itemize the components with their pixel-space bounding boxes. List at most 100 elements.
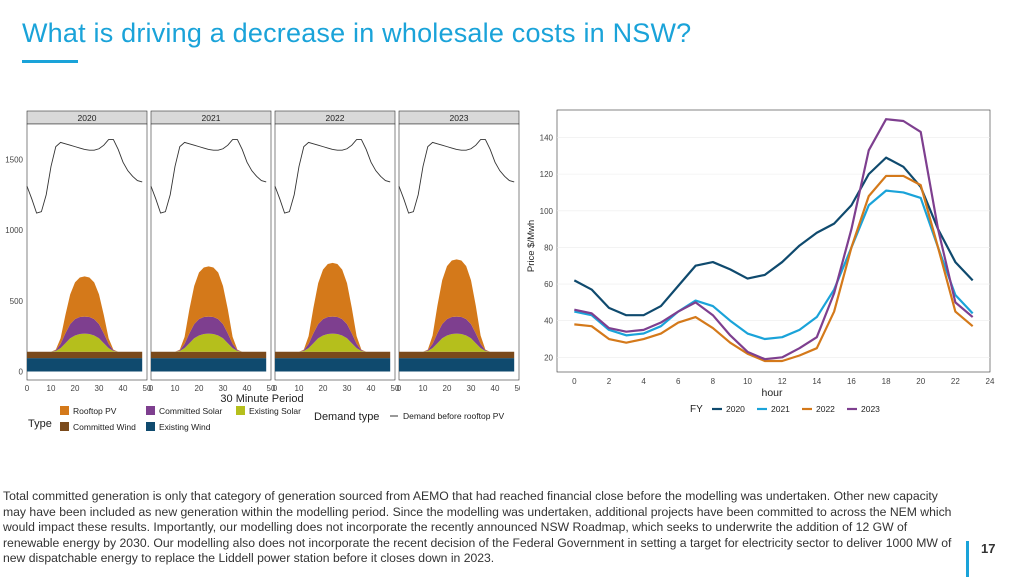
line-x-tick-label: 0: [572, 377, 577, 386]
line-x-tick-label: 14: [812, 377, 821, 386]
facet-x-tick-label: 30: [95, 384, 104, 393]
line-x-tick-label: 4: [641, 377, 646, 386]
facet-x-axis-label: 30 Minute Period: [220, 393, 303, 405]
legend-swatch: [60, 406, 69, 415]
area-existing-wind: [275, 358, 391, 372]
line-legend-label: 2020: [726, 404, 745, 414]
area-existing-solar: [275, 333, 391, 352]
facet-x-tick-label: 40: [367, 384, 376, 393]
legend-label: Rooftop PV: [73, 406, 117, 416]
series-line-2023: [574, 118, 974, 361]
line-y-tick-label: 140: [540, 133, 554, 142]
area-committed-wind: [151, 351, 267, 359]
facet-x-tick-label: 10: [47, 384, 56, 393]
area-rooftop-pv: [275, 262, 391, 352]
facet-strip-label: 2020: [78, 113, 97, 123]
facet-x-tick-label: 0: [149, 384, 154, 393]
facet-x-tick-label: 0: [273, 384, 278, 393]
demand-line: [150, 139, 267, 214]
facet-x-tick-label: 50: [515, 384, 520, 393]
legend-label: Existing Solar: [249, 406, 301, 416]
facet-x-tick-label: 10: [295, 384, 304, 393]
line-x-tick-label: 10: [743, 377, 752, 386]
line-y-tick-label: 60: [544, 280, 553, 289]
line-legend-label: 2022: [816, 404, 835, 414]
line-x-tick-label: 12: [778, 377, 787, 386]
legend-swatch: [146, 406, 155, 415]
area-existing-wind: [27, 358, 143, 372]
page-number: 17: [981, 541, 996, 556]
area-existing-solar: [27, 333, 143, 352]
title-underline: [22, 60, 78, 63]
area-existing-wind: [399, 358, 515, 372]
line-x-tick-label: 18: [882, 377, 891, 386]
line-x-axis-label: hour: [761, 387, 783, 399]
facet-y-tick-label: 1000: [5, 226, 23, 235]
facet-x-tick-label: 30: [219, 384, 228, 393]
facet-y-tick-label: 1500: [5, 155, 23, 164]
line-x-tick-label: 8: [711, 377, 716, 386]
area-committed-solar: [151, 316, 267, 352]
area-existing-wind: [151, 358, 267, 372]
line-x-tick-label: 24: [986, 377, 995, 386]
area-committed-solar: [275, 316, 391, 352]
line-y-tick-label: 20: [544, 353, 553, 362]
line-plot-panel: [556, 109, 991, 373]
facet-x-tick-label: 20: [443, 384, 452, 393]
line-x-tick-label: 16: [847, 377, 856, 386]
line-x-tick-label: 20: [916, 377, 925, 386]
line-legend: 2020 2021 2022 2023: [712, 404, 880, 414]
series-line-2022: [574, 174, 974, 363]
area-rooftop-pv: [151, 266, 267, 352]
facet-x-tick-label: 10: [171, 384, 180, 393]
legend-demand-title: Demand type: [314, 411, 379, 423]
line-x-tick-label: 6: [676, 377, 681, 386]
area-rooftop-pv: [27, 276, 143, 352]
page-number-bar: [966, 541, 969, 577]
demand-line: [26, 139, 143, 214]
line-legend-title: FY: [690, 404, 703, 415]
legend-swatch: [146, 422, 155, 431]
facet-x-tick-label: 40: [491, 384, 500, 393]
area-committed-wind: [399, 351, 515, 359]
facet-y-tick-label: 0: [19, 368, 24, 377]
area-committed-wind: [275, 351, 391, 359]
facet-x-tick-label: 40: [243, 384, 252, 393]
line-x-tick-label: 2: [607, 377, 612, 386]
facet-x-tick-label: 40: [119, 384, 128, 393]
facet-x-tick-label: 50: [391, 384, 400, 393]
area-existing-solar: [399, 333, 515, 352]
facet-x-tick-label: 0: [397, 384, 402, 393]
demand-line: [398, 139, 515, 214]
facet-x-tick-label: 10: [419, 384, 428, 393]
facet-x-tick-label: 20: [319, 384, 328, 393]
facet-strip-label: 2021: [202, 113, 221, 123]
slide-title: What is driving a decrease in wholesale …: [22, 18, 692, 48]
body-paragraph: Total committed generation is only that …: [3, 489, 952, 566]
facet-x-tick-label: 30: [467, 384, 476, 393]
facet-strip-label: 2023: [450, 113, 469, 123]
legend-swatch: [236, 406, 245, 415]
facet-x-tick-label: 20: [195, 384, 204, 393]
demand-line: [274, 139, 391, 214]
line-legend-label: 2023: [861, 404, 880, 414]
type-legend: Rooftop PV Committed Solar Existing Solar C…: [60, 406, 301, 432]
facet-x-tick-label: 20: [71, 384, 80, 393]
legend-swatch: [60, 422, 69, 431]
facet-y-tick-label: 500: [10, 297, 24, 306]
series-line-2020: [573, 156, 974, 317]
facet-x-tick-label: 50: [267, 384, 276, 393]
area-committed-solar: [27, 316, 143, 352]
line-y-tick-label: 80: [544, 243, 553, 252]
facet-x-tick-label: 50: [143, 384, 152, 393]
area-rooftop-pv: [399, 259, 515, 352]
legend-label: Committed Wind: [73, 422, 136, 432]
facet-x-tick-label: 0: [25, 384, 30, 393]
legend-label: Committed Solar: [159, 406, 222, 416]
line-legend-label: 2021: [771, 404, 790, 414]
line-y-tick-label: 120: [540, 170, 554, 179]
line-y-tick-label: 40: [544, 317, 553, 326]
area-existing-solar: [151, 333, 267, 352]
